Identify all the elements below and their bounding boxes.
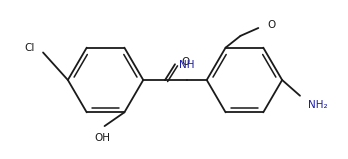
- Text: Cl: Cl: [25, 43, 35, 53]
- Text: OH: OH: [95, 133, 111, 143]
- Text: NH₂: NH₂: [308, 100, 327, 110]
- Text: NH: NH: [179, 60, 195, 70]
- Text: O: O: [181, 57, 189, 67]
- Text: O: O: [267, 20, 276, 30]
